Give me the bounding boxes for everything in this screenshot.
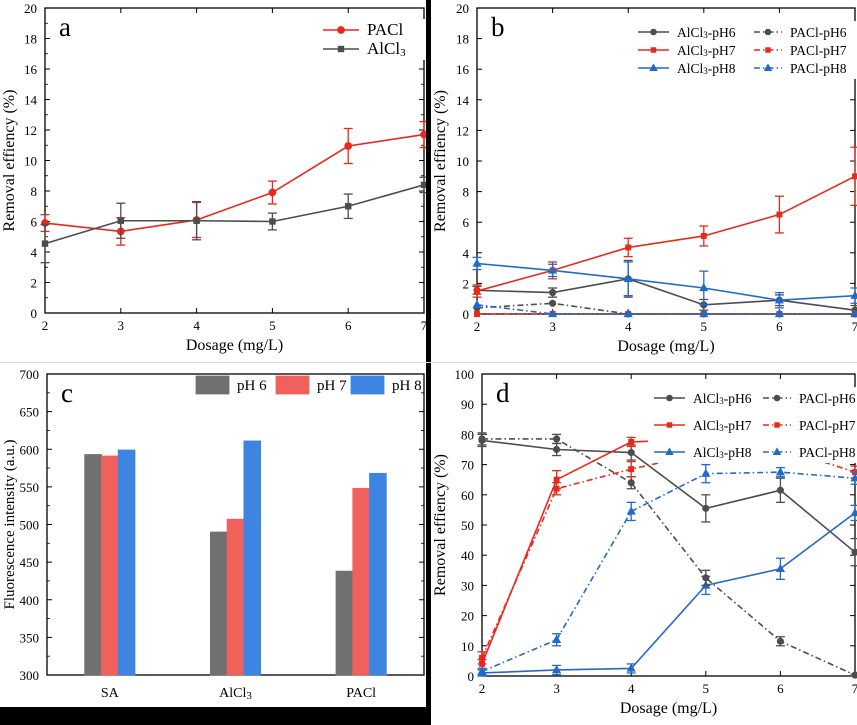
svg-text:7: 7: [852, 681, 857, 696]
svg-text:3: 3: [118, 318, 125, 333]
svg-text:6: 6: [31, 215, 38, 230]
svg-text:7: 7: [852, 319, 857, 334]
svg-text:Removal effiency (%): Removal effiency (%): [432, 454, 449, 596]
svg-text:12: 12: [24, 123, 37, 138]
svg-text:5: 5: [701, 319, 708, 334]
svg-text:4: 4: [193, 318, 200, 333]
svg-text:20: 20: [24, 1, 37, 16]
svg-text:2: 2: [474, 319, 481, 334]
svg-text:pH 7: pH 7: [317, 378, 347, 394]
svg-text:650: 650: [20, 405, 40, 420]
svg-text:Dosage (mg/L): Dosage (mg/L): [620, 700, 717, 717]
svg-text:90: 90: [461, 397, 474, 412]
svg-text:2: 2: [31, 276, 38, 291]
svg-text:350: 350: [20, 630, 40, 645]
svg-text:PACl-pH8: PACl-pH8: [790, 61, 847, 76]
svg-text:12: 12: [456, 123, 469, 138]
svg-text:4: 4: [31, 245, 38, 260]
svg-text:PACl-pH7: PACl-pH7: [799, 418, 856, 433]
svg-text:500: 500: [20, 518, 40, 533]
svg-text:4: 4: [628, 681, 635, 696]
svg-text:pH 6: pH 6: [237, 378, 267, 394]
svg-text:8: 8: [463, 185, 470, 200]
svg-text:3: 3: [553, 681, 560, 696]
svg-text:2: 2: [463, 276, 470, 291]
svg-text:Fluorescence intensity (a.u.): Fluorescence intensity (a.u.): [2, 440, 18, 610]
svg-text:40: 40: [461, 548, 474, 563]
svg-text:400: 400: [20, 593, 40, 608]
svg-text:60: 60: [461, 488, 474, 503]
svg-text:300: 300: [20, 668, 40, 683]
svg-text:Removal effiency (%): Removal effiency (%): [432, 90, 449, 232]
svg-text:20: 20: [456, 1, 469, 16]
svg-text:b: b: [491, 12, 505, 42]
svg-text:PACl-pH6: PACl-pH6: [799, 391, 856, 406]
svg-text:5: 5: [269, 318, 276, 333]
svg-text:20: 20: [461, 609, 474, 624]
svg-text:8: 8: [31, 184, 38, 199]
svg-text:10: 10: [461, 639, 474, 654]
svg-text:PACl: PACl: [346, 686, 376, 701]
svg-text:6: 6: [345, 318, 352, 333]
svg-text:d: d: [496, 378, 510, 408]
svg-text:14: 14: [456, 93, 470, 108]
svg-text:30: 30: [461, 578, 474, 593]
svg-text:SA: SA: [101, 686, 120, 701]
svg-text:c: c: [61, 378, 73, 408]
svg-text:450: 450: [20, 555, 40, 570]
svg-text:80: 80: [461, 427, 474, 442]
svg-text:PACl-pH8: PACl-pH8: [799, 445, 856, 460]
svg-text:4: 4: [625, 319, 632, 334]
svg-text:14: 14: [24, 93, 38, 108]
svg-text:Dosage (mg/L): Dosage (mg/L): [186, 337, 283, 354]
svg-text:70: 70: [461, 458, 474, 473]
svg-text:4: 4: [463, 246, 470, 261]
svg-text:16: 16: [456, 62, 470, 77]
svg-text:Dosage (mg/L): Dosage (mg/L): [617, 338, 714, 355]
svg-text:50: 50: [461, 518, 474, 533]
svg-text:0: 0: [31, 306, 38, 321]
svg-text:PACl: PACl: [367, 20, 404, 39]
svg-text:18: 18: [24, 32, 37, 47]
svg-text:6: 6: [776, 319, 783, 334]
svg-text:2: 2: [479, 681, 486, 696]
svg-text:10: 10: [456, 154, 469, 169]
svg-text:6: 6: [463, 215, 470, 230]
svg-text:16: 16: [24, 62, 38, 77]
svg-text:Removal effiency (%): Removal effiency (%): [1, 90, 18, 232]
svg-text:700: 700: [20, 367, 40, 382]
svg-text:6: 6: [777, 681, 784, 696]
svg-text:10: 10: [24, 154, 37, 169]
svg-text:pH 8: pH 8: [392, 378, 422, 394]
svg-text:5: 5: [703, 681, 710, 696]
svg-text:3: 3: [549, 319, 556, 334]
svg-text:550: 550: [20, 480, 40, 495]
svg-text:2: 2: [42, 318, 49, 333]
svg-text:PACl-pH7: PACl-pH7: [790, 43, 847, 58]
svg-text:100: 100: [455, 367, 475, 382]
svg-text:a: a: [59, 12, 71, 42]
svg-text:18: 18: [456, 32, 469, 47]
svg-text:0: 0: [463, 307, 470, 322]
svg-text:PACl-pH6: PACl-pH6: [790, 25, 847, 40]
svg-text:0: 0: [468, 669, 475, 684]
svg-text:600: 600: [20, 442, 40, 457]
